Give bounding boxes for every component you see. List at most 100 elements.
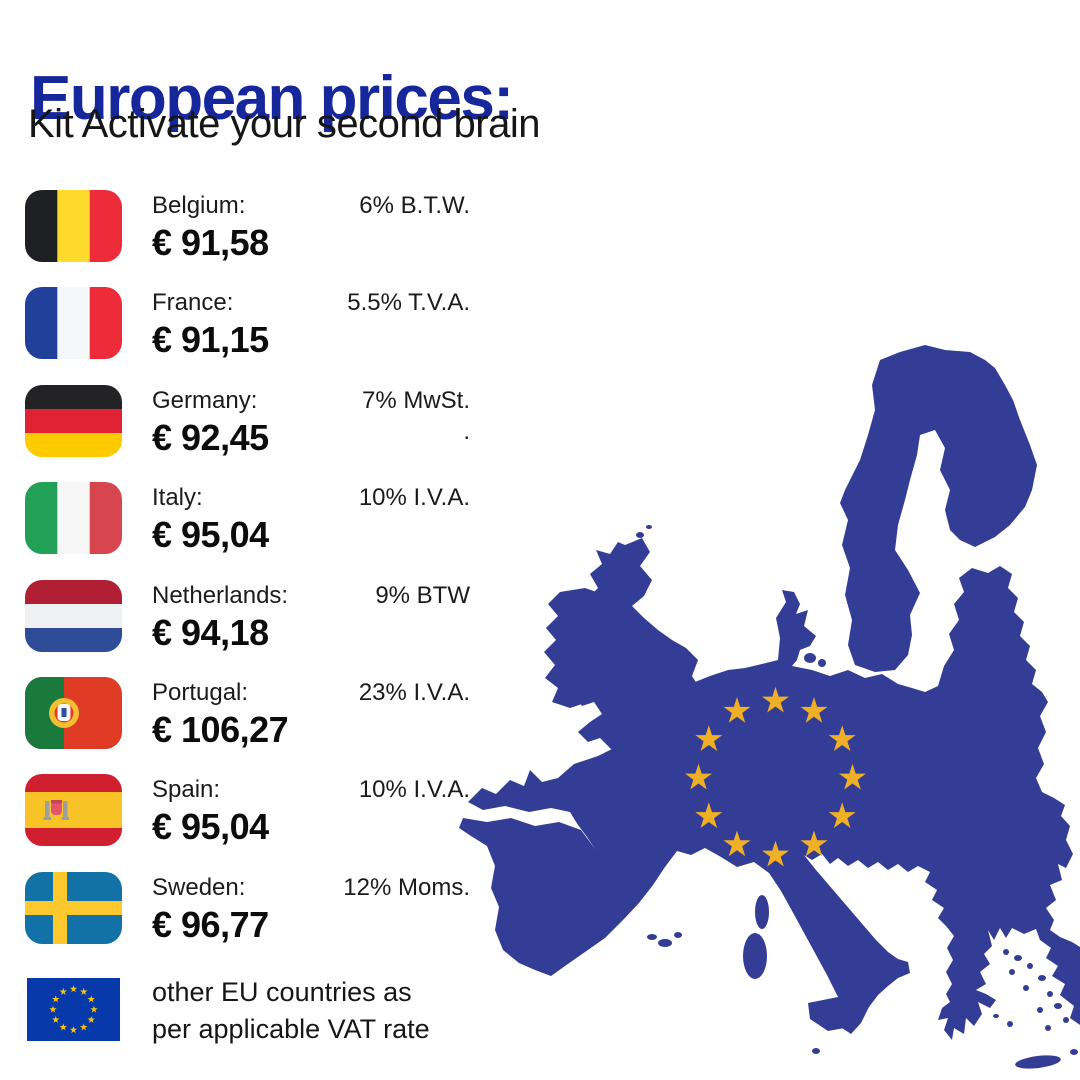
eu-star-icon — [723, 830, 751, 857]
country-label: Sweden: — [152, 873, 246, 901]
price-row: France: € 91,15 5.5% T.V.A. — [25, 287, 475, 369]
balearic-island — [658, 939, 672, 947]
country-label: Spain: — [152, 776, 221, 804]
germany-flag-icon — [25, 384, 122, 457]
crete-shape — [1015, 1055, 1061, 1069]
aegean-island — [1054, 1003, 1062, 1009]
france-flag-icon — [25, 287, 122, 360]
eu-star-icon — [87, 1015, 95, 1023]
scandinavia-shape — [840, 345, 1037, 672]
eu-footer-line1: other EU countries as — [152, 977, 412, 1007]
price-value: € 95,04 — [152, 806, 269, 848]
page-title: European prices: — [30, 63, 514, 133]
aegean-island — [1037, 1007, 1043, 1013]
eu-star-icon — [69, 1026, 78, 1034]
great-britain-shape — [574, 538, 706, 762]
aegean-island — [1038, 975, 1046, 981]
eu-footer: other EU countries as per applicable VAT… — [27, 977, 477, 1048]
eu-star-icon — [80, 1023, 88, 1031]
price-row: Netherlands: € 94,18 9% BTW — [25, 579, 475, 662]
eu-star-icon — [723, 697, 751, 723]
aegean-island — [1047, 991, 1053, 997]
italy-flag-icon — [25, 482, 122, 555]
aegean-island — [1045, 1025, 1051, 1031]
eu-star-icon — [762, 840, 789, 867]
vat-rate: 6% B.T.W. — [359, 192, 470, 219]
eu-star-icon — [90, 1005, 98, 1013]
malta-island — [812, 1048, 820, 1054]
europe-map-svg — [459, 345, 1080, 1069]
eu-stars-ring — [685, 686, 866, 867]
aegean-island — [1009, 969, 1015, 975]
eu-footer-note: other EU countries as per applicable VAT… — [152, 974, 430, 1048]
eu-star-icon — [52, 995, 60, 1003]
aegean-island — [1027, 963, 1033, 969]
eu-star-icon — [685, 763, 712, 790]
spain-flag-icon — [25, 774, 122, 847]
balearic-island — [674, 932, 682, 938]
country-label: Portugal: — [152, 679, 249, 706]
country-label: Netherlands: — [152, 581, 289, 609]
eu-star-icon — [828, 725, 856, 751]
eu-star-icon — [59, 1023, 67, 1031]
price-row: Portugal: € 106,27 23% I.V.A. — [25, 677, 475, 759]
portugal-flag-icon — [25, 677, 122, 749]
price-value: € 96,77 — [152, 903, 269, 945]
europe-map-illustration — [440, 340, 1080, 1080]
eu-star-icon — [87, 995, 95, 1003]
sicily-shape — [808, 997, 855, 1031]
eu-star-icon — [695, 725, 723, 751]
eu-footer-line2: per applicable VAT rate — [152, 1014, 430, 1044]
aegean-island — [993, 1014, 999, 1018]
corsica-shape — [755, 895, 769, 929]
price-value: € 91,15 — [152, 319, 269, 361]
price-value: € 92,45 — [152, 416, 269, 458]
price-value: € 106,27 — [152, 709, 289, 750]
price-value: € 91,58 — [152, 222, 269, 263]
country-label: France: — [152, 289, 234, 317]
price-row: Germany: € 92,45 7% MwSt.. — [25, 384, 475, 467]
price-row: Italy: € 95,04 10% I.V.A. — [25, 482, 475, 564]
eu-star-icon — [762, 686, 789, 713]
sweden-flag-icon — [25, 871, 122, 944]
vat-rate: 10% I.V.A. — [358, 484, 470, 512]
eu-star-icon — [828, 802, 856, 828]
danish-island — [804, 653, 816, 663]
country-label: Germany: — [152, 386, 258, 414]
mainland-shape — [459, 566, 1080, 1040]
price-row: Belgium: € 91,58 6% B.T.W. — [25, 190, 475, 272]
belgium-flag-icon — [25, 190, 122, 262]
eu-star-icon — [800, 697, 828, 723]
balearic-island — [647, 934, 657, 940]
aegean-island — [1063, 1017, 1069, 1023]
vat-rate: 5.5% T.V.A. — [347, 289, 470, 317]
price-row: Spain: € 95,04 10% I.V.A. — [25, 774, 475, 856]
eu-star-icon — [59, 987, 67, 995]
aegean-island — [1014, 955, 1022, 961]
eu-star-icon — [80, 987, 88, 995]
price-row: Sweden: € 96,77 12% Moms. — [25, 871, 475, 954]
vat-rate: 12% Moms. — [343, 873, 470, 901]
aegean-island — [1023, 985, 1029, 991]
aegean-island — [1070, 1049, 1078, 1055]
eu-star-icon — [49, 1005, 57, 1013]
vat-rate: 9% BTW — [375, 581, 470, 609]
netherlands-flag-icon — [25, 579, 122, 652]
price-value: € 94,18 — [152, 611, 269, 653]
eu-star-icon — [52, 1015, 60, 1023]
sardinia-shape — [743, 933, 767, 979]
eu-flag-icon — [27, 978, 120, 1041]
vat-rate: 10% I.V.A. — [358, 776, 470, 804]
vat-rate: 23% I.V.A. — [358, 679, 470, 706]
aegean-island — [1003, 949, 1009, 955]
europe-landmass — [459, 345, 1080, 1069]
vat-rate-note: . — [463, 417, 470, 445]
page-subtitle: Kit Activate your second brain — [28, 102, 540, 146]
price-value: € 95,04 — [152, 514, 269, 556]
gotland-shape — [885, 681, 899, 703]
orkney-island — [636, 532, 644, 538]
orkney-island — [646, 525, 652, 529]
ireland-shape — [544, 588, 618, 708]
eu-star-icon — [839, 763, 866, 790]
aegean-island — [1007, 1021, 1013, 1027]
